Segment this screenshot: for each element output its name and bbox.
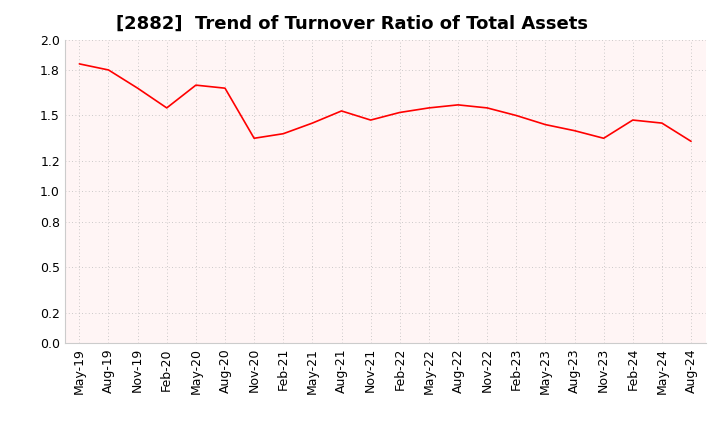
Text: [2882]  Trend of Turnover Ratio of Total Assets: [2882] Trend of Turnover Ratio of Total …	[116, 15, 588, 33]
